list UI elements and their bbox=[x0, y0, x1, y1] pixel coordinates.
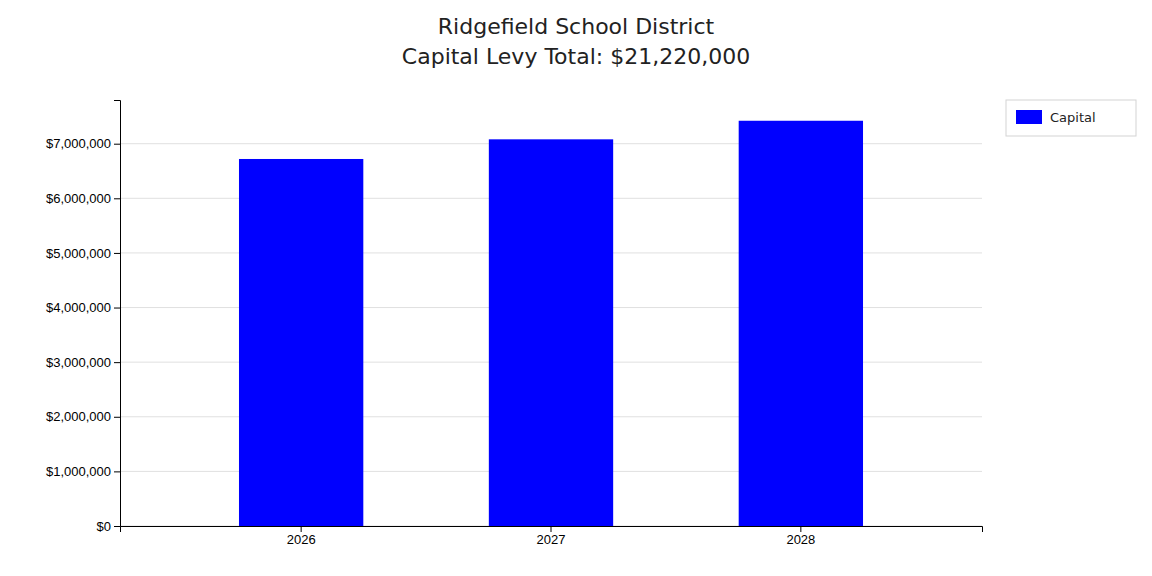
x-tick-line bbox=[800, 526, 801, 532]
title: Ridgefield School District bbox=[438, 14, 715, 39]
plot: $0 $1,000,000 $2,000,000 $3,000,000 $4,000,0… bbox=[46, 101, 983, 548]
y-tick-line bbox=[114, 198, 120, 199]
x-tick-line bbox=[301, 526, 302, 532]
y-tick: $5,000,000 bbox=[46, 246, 120, 261]
chart-container: Ridgefield School District Capital Levy T… bbox=[0, 0, 1152, 576]
y-tick-label: $1,000,000 bbox=[46, 464, 111, 479]
x-tick: 2026 bbox=[287, 526, 316, 547]
y-axis-line bbox=[114, 101, 121, 527]
y-tick-label: $4,000,000 bbox=[46, 300, 111, 315]
y-tick-line bbox=[114, 362, 120, 363]
y-tick: $0 bbox=[97, 519, 120, 534]
legend: Capital bbox=[1006, 100, 1136, 136]
chart: Ridgefield School District Capital Levy T… bbox=[0, 0, 1152, 576]
x-tick-label: 2026 bbox=[287, 532, 316, 547]
y-tick-line bbox=[114, 308, 120, 309]
legend-swatch bbox=[1016, 110, 1042, 124]
subtitle: Capital Levy Total: $21,220,000 bbox=[402, 44, 750, 69]
bar bbox=[489, 139, 613, 526]
y-tick: $6,000,000 bbox=[46, 191, 120, 206]
y-tick: $3,000,000 bbox=[46, 355, 120, 370]
y-tick-label: $6,000,000 bbox=[46, 191, 111, 206]
bar-series bbox=[239, 121, 863, 526]
bar bbox=[239, 159, 363, 526]
x-axis: 2026 2027 2028 bbox=[121, 526, 983, 547]
bars bbox=[239, 121, 863, 526]
y-tick: $2,000,000 bbox=[46, 409, 120, 424]
legend-item: Capital bbox=[1016, 110, 1096, 125]
y-tick-line bbox=[114, 471, 120, 472]
y-tick: $7,000,000 bbox=[46, 136, 120, 151]
y-tick-label: $3,000,000 bbox=[46, 355, 111, 370]
x-tick: 2028 bbox=[786, 526, 815, 547]
y-tick-line bbox=[114, 526, 120, 527]
legend-frame bbox=[1006, 100, 1136, 136]
x-tick-label: 2028 bbox=[786, 532, 815, 547]
y-tick-label: $5,000,000 bbox=[46, 246, 111, 261]
y-tick: $1,000,000 bbox=[46, 464, 120, 479]
x-tick-line bbox=[551, 526, 552, 532]
x-tick-label: 2027 bbox=[537, 532, 566, 547]
y-tick-line bbox=[114, 253, 120, 254]
y-tick-label: $0 bbox=[97, 519, 111, 534]
bar bbox=[739, 121, 863, 526]
x-axis-line bbox=[121, 527, 983, 533]
x-tick: 2027 bbox=[537, 526, 566, 547]
y-tick-line bbox=[114, 417, 120, 418]
title-group: Ridgefield School District Capital Levy T… bbox=[402, 14, 750, 69]
y-tick-label: $7,000,000 bbox=[46, 136, 111, 151]
y-tick-label: $2,000,000 bbox=[46, 409, 111, 424]
y-tick-line bbox=[114, 144, 120, 145]
y-axis: $0 $1,000,000 $2,000,000 $3,000,000 $4,000,0… bbox=[46, 101, 121, 534]
legend-label: Capital bbox=[1050, 110, 1096, 125]
y-tick: $4,000,000 bbox=[46, 300, 120, 315]
